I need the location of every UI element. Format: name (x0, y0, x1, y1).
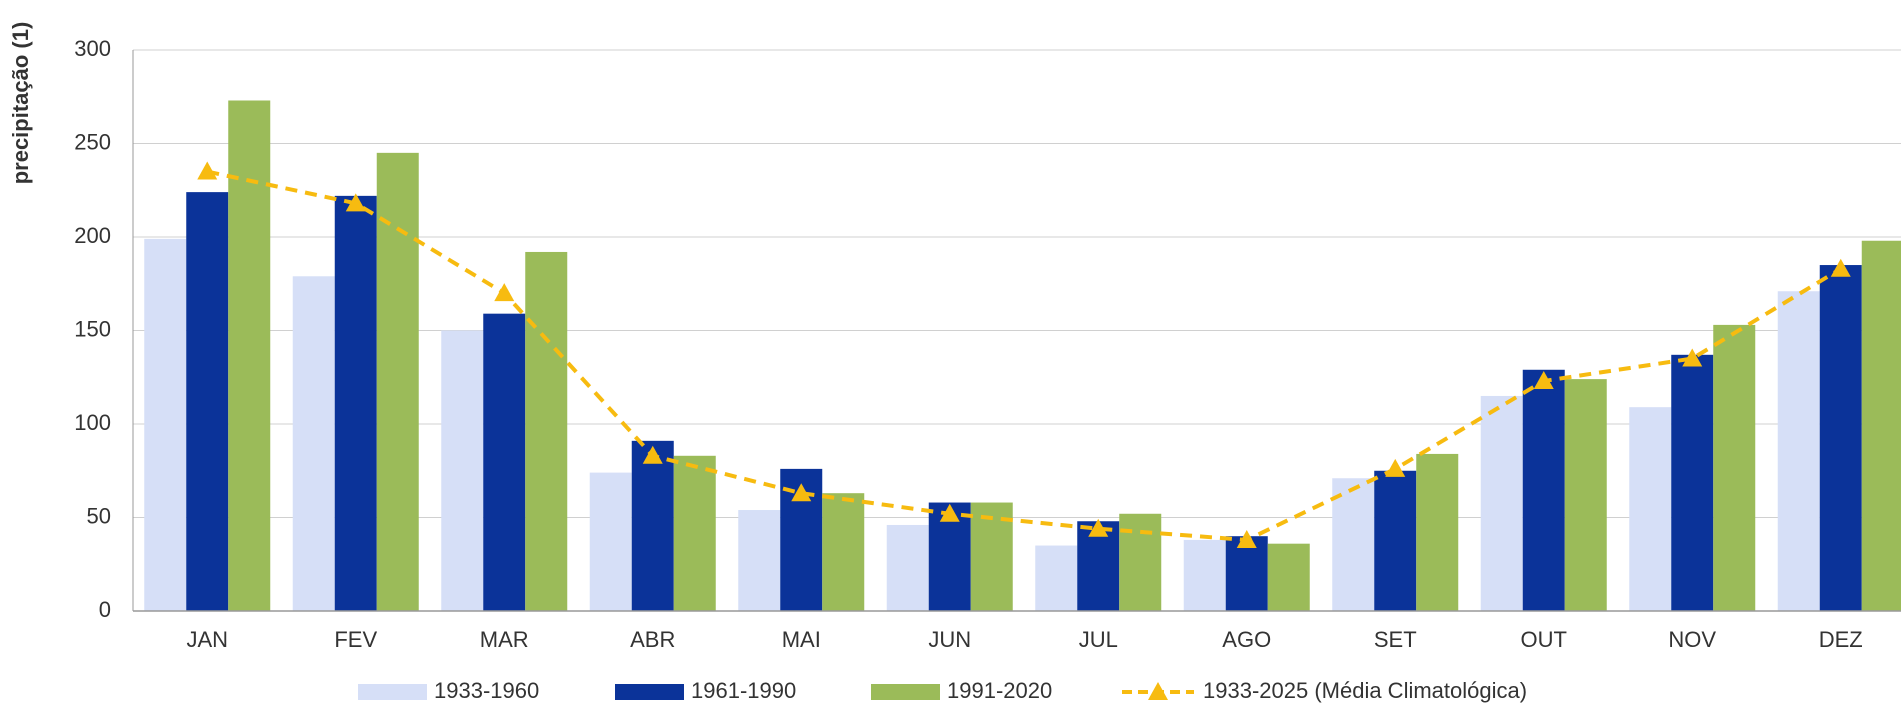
legend-swatch (358, 684, 427, 700)
x-tick-label: DEZ (1819, 627, 1863, 652)
bar (1777, 291, 1820, 611)
bar (1713, 324, 1756, 611)
x-tick-label: ABR (630, 627, 675, 652)
x-tick-label: SET (1374, 627, 1417, 652)
y-tick-label: 100 (74, 410, 111, 435)
x-tick-label: JAN (186, 627, 228, 652)
line-marker (642, 445, 663, 464)
line-marker (494, 283, 515, 302)
bar (1374, 470, 1417, 611)
y-tick-label: 200 (74, 223, 111, 248)
legend-label: 1991-2020 (947, 678, 1052, 703)
bar (1564, 379, 1607, 611)
bar (1416, 453, 1459, 611)
legend-marker (1148, 682, 1168, 700)
line-marker (345, 193, 366, 212)
x-tick-label: JUN (928, 627, 971, 652)
bar (334, 195, 377, 612)
bar (886, 524, 929, 611)
line-marker (197, 161, 218, 180)
line-marker (1533, 370, 1554, 389)
y-tick-label: 0 (99, 597, 111, 622)
y-tick-label: 300 (74, 36, 111, 61)
x-tick-label: NOV (1668, 627, 1716, 652)
bar (1671, 354, 1714, 611)
bar (1183, 539, 1226, 611)
bar (1119, 513, 1162, 611)
legend-swatch (871, 684, 940, 700)
x-tick-label: FEV (334, 627, 377, 652)
legend-label: 1933-1960 (434, 678, 539, 703)
y-axis-label: precipitação (1) (8, 22, 33, 185)
bar (589, 472, 632, 611)
bar (1480, 395, 1523, 611)
line-marker (1385, 458, 1406, 477)
legend-label: 1961-1990 (691, 678, 796, 703)
line-marker (1236, 529, 1257, 548)
bar (822, 493, 865, 611)
line-marker (939, 503, 960, 522)
line (206, 169, 1842, 542)
x-tick-label: OUT (1521, 627, 1567, 652)
y-tick-label: 150 (74, 316, 111, 341)
x-tick-label: JUL (1079, 627, 1118, 652)
bar (1819, 265, 1862, 611)
bar (292, 276, 335, 611)
bar (1035, 545, 1078, 611)
line-marker (1830, 258, 1851, 277)
line-marker (1682, 348, 1703, 367)
line-marker (791, 483, 812, 502)
bar (441, 330, 484, 611)
bar (631, 440, 674, 611)
bar (1332, 478, 1375, 611)
bar (228, 100, 271, 612)
line-marker (1088, 518, 1109, 537)
x-tick-label: MAR (480, 627, 529, 652)
bar (1861, 240, 1901, 612)
bar (1522, 369, 1565, 611)
x-tick-label: MAI (782, 627, 821, 652)
legend-label: 1933-2025 (Média Climatológica) (1203, 678, 1527, 703)
bar (483, 313, 526, 611)
bar (144, 238, 187, 611)
y-tick-label: 250 (74, 129, 111, 154)
legend-swatch (615, 684, 684, 700)
bar (525, 251, 568, 611)
bar (1267, 543, 1310, 611)
x-tick-label: AGO (1222, 627, 1271, 652)
bar (673, 455, 716, 611)
bar (738, 510, 781, 611)
bar (1629, 407, 1672, 611)
y-tick-label: 50 (87, 503, 111, 528)
bar (186, 192, 229, 611)
bar (1225, 536, 1268, 611)
